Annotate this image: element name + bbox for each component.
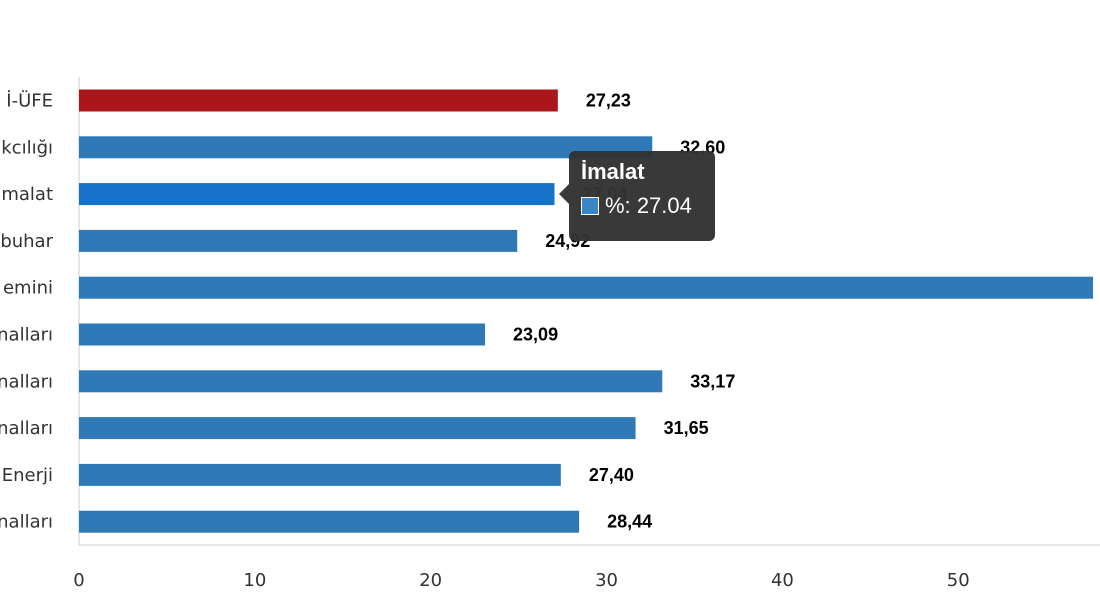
data-label: 27,23 bbox=[586, 91, 631, 111]
x-tick-label: 20 bbox=[419, 570, 442, 591]
x-tick-label: 40 bbox=[771, 570, 794, 591]
tooltip-series-label: %: bbox=[605, 193, 631, 218]
bar bbox=[79, 370, 663, 393]
category-label: buhar bbox=[0, 231, 53, 252]
data-label: 33,17 bbox=[690, 371, 735, 391]
hover-tooltip: İmalat %: 27.04 bbox=[559, 151, 715, 241]
data-label: 23,09 bbox=[513, 325, 558, 345]
tooltip-title: İmalat bbox=[581, 159, 645, 184]
data-label: 28,44 bbox=[607, 512, 652, 532]
category-label: nalları bbox=[0, 325, 53, 346]
category-label: İ-ÜFE bbox=[6, 90, 53, 112]
bar bbox=[79, 229, 518, 252]
bar bbox=[79, 276, 1093, 299]
x-tick-label: 30 bbox=[595, 570, 618, 591]
category-label: Enerji bbox=[2, 465, 53, 486]
category-label: emini bbox=[3, 278, 53, 299]
tooltip-series-swatch bbox=[581, 197, 599, 215]
bar bbox=[79, 183, 555, 206]
x-tick-label: 0 bbox=[73, 570, 84, 591]
data-label: 31,65 bbox=[664, 418, 709, 438]
tooltip-row: %: 27.04 bbox=[581, 191, 703, 221]
bars-group: İ-ÜFE27,23kcılığı32,60malat27,04buhar24,… bbox=[0, 89, 1093, 533]
category-label: kcılığı bbox=[1, 137, 53, 158]
category-label: nalları bbox=[0, 512, 53, 533]
category-label: malat bbox=[1, 184, 53, 205]
bar bbox=[79, 417, 636, 440]
tooltip-value: 27.04 bbox=[636, 193, 692, 218]
x-tick-label: 10 bbox=[243, 570, 266, 591]
x-tick-label: 50 bbox=[947, 570, 970, 591]
bar bbox=[79, 510, 580, 533]
category-label: nalları bbox=[0, 418, 53, 439]
x-axis-ticks: 0 10 20 30 40 50 bbox=[73, 570, 969, 591]
bar bbox=[79, 136, 653, 159]
bar bbox=[79, 89, 558, 112]
bar bbox=[79, 323, 486, 346]
data-label: 27,40 bbox=[589, 465, 634, 485]
category-label: nalları bbox=[0, 371, 53, 392]
bar bbox=[79, 463, 561, 486]
